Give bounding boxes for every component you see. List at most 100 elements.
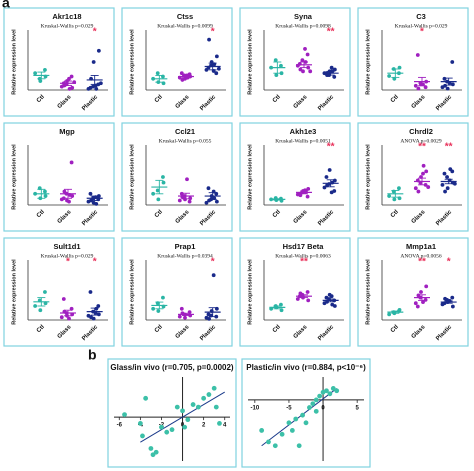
data-point [322,185,327,190]
data-point [183,315,187,320]
x-tick-label: Plastic [317,94,335,112]
x-tick-label: 2 [202,423,206,429]
x-tick-label: Plastic [81,94,99,112]
y-axis-label: Relative expression level [247,259,253,325]
panel-subtitle: Kruskal-Wallis p=0.029 [41,253,94,259]
panel-frame [121,237,233,347]
data-point [443,296,447,301]
data-point [204,200,209,205]
panel-frame [3,122,115,232]
data-point [207,316,211,321]
data-point [179,191,184,196]
panel-frame [121,122,233,232]
x-tick-label: Ctl [390,209,400,219]
panel-title: Hsd17 Beta [283,242,325,251]
panel-frame [357,122,469,232]
data-point [159,424,164,430]
significance-mark: * [447,257,451,268]
data-point [279,308,284,313]
data-point [148,446,154,451]
panel-title: Sult1d1 [53,242,80,251]
data-point [179,306,184,311]
data-point [329,65,334,70]
panel-label: b [88,347,97,363]
data-point [413,301,418,306]
x-tick-label: Ctl [36,94,46,104]
data-point [207,37,211,42]
data-point [67,199,71,204]
data-point [324,388,329,394]
y-axis-label: Relative expression level [129,29,135,95]
data-point [306,298,311,303]
panel-title: Prap1 [175,242,196,251]
panel-frame [357,7,469,117]
data-point [33,304,38,308]
data-point [426,185,431,189]
data-point [445,175,449,179]
significance-mark: ** [327,27,335,38]
data-point [415,304,420,309]
panel-subtitle: Kruskal-Wallis p=0.055 [159,138,212,144]
data-point [67,76,71,81]
x-tick-label: Ctl [272,324,282,334]
data-point [69,160,74,165]
data-point [317,393,323,399]
data-point [161,180,166,185]
data-point [89,315,93,320]
panel-subtitle: Kruskal-Wallis p=0.0063 [275,253,331,259]
panel-subtitle: Kruskal-Wallis p=0.0394 [157,253,213,259]
data-point [450,60,455,64]
data-point [324,175,329,179]
data-point [164,429,170,435]
data-point [43,67,47,72]
data-point [216,66,221,71]
data-point [185,177,189,182]
x-tick-label: Plastic [81,209,99,227]
data-point [185,417,191,423]
data-point [180,78,185,82]
x-tick-label: Ctl [390,324,400,334]
data-point [310,401,316,407]
data-point [169,427,175,433]
data-point [206,392,212,397]
data-point [424,169,429,174]
data-point [313,408,319,414]
panel-subtitle: Kruskal-Wallis p=0.029 [41,23,94,29]
panel-label: a [2,0,10,11]
significance-mark: * [93,257,97,268]
x-tick-label: Plastic [435,324,453,342]
data-point [308,69,313,74]
x-tick-label: Glass [57,324,73,340]
data-point [442,171,447,176]
x-tick-label: Glass [57,94,73,110]
data-point [305,52,310,57]
panel-title: Mmp1a1 [406,242,436,251]
x-tick-label: Plastic [435,94,453,112]
data-point [67,86,72,91]
data-point [387,194,392,198]
panel-frame [3,237,115,347]
x-tick-label: Ctl [390,94,400,104]
x-tick-label: Ctl [154,324,164,334]
data-point [416,189,421,194]
trend-line [140,391,225,443]
data-point [211,273,216,278]
data-point [61,196,66,201]
data-point [174,404,180,410]
panel-frame [107,358,237,468]
x-tick-label: Plastic [199,324,217,342]
data-point [188,196,193,201]
data-point [38,308,43,313]
panel-subtitle: Kruskal-Wallis p=0.0051 [275,138,331,144]
data-point [306,187,311,191]
x-tick-label: Glass [293,94,309,110]
panel-title: Syna [294,12,313,21]
data-point [419,290,423,294]
data-point [62,189,67,194]
y-axis-label: Relative expression level [365,144,371,210]
panel-subtitle: ANOVA p=0.0029 [400,138,441,144]
data-point [91,60,96,64]
panel-title: Ctss [177,12,193,21]
data-point [330,302,335,307]
x-tick-label: Ctl [154,209,164,219]
